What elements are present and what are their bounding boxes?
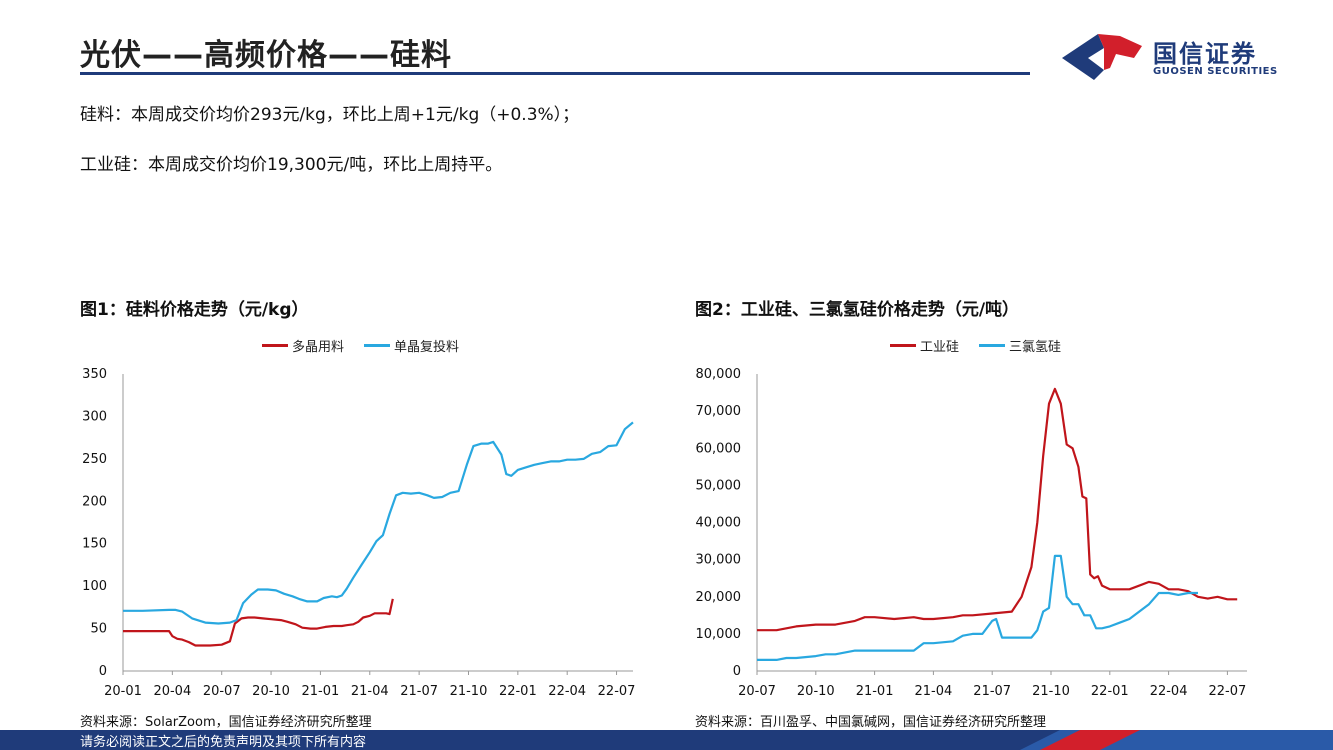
- chart1-title: 图1：硅料价格走势（元/kg）: [80, 300, 309, 320]
- page-title: 光伏——高频价格——硅料: [80, 38, 452, 73]
- chart1-y-tick-label: 150: [82, 537, 107, 552]
- chart1-x-tick-label: 21-07: [400, 684, 438, 699]
- chart2-x-tick-label: 20-10: [797, 684, 835, 699]
- chart1-x-tick-label: 20-07: [203, 684, 241, 699]
- logo-name-cn: 国信证券: [1153, 40, 1257, 68]
- chart1-y-tick-label: 200: [82, 494, 107, 509]
- chart1-y-tick-label: 300: [82, 409, 107, 424]
- footer-accent-icon: [1020, 730, 1333, 750]
- chart1-x-tick-label: 20-04: [153, 684, 191, 699]
- legend-item-mono: 单晶复投料: [364, 336, 459, 355]
- chart1-x-tick-label: 22-01: [499, 684, 537, 699]
- chart1-x-tick-label: 21-04: [351, 684, 389, 699]
- chart2-x-tick-label: 22-04: [1150, 684, 1188, 699]
- chart2-x-tick-label: 22-01: [1091, 684, 1129, 699]
- title-divider: [80, 72, 1030, 75]
- chart1-x-tick-label: 21-01: [302, 684, 340, 699]
- chart2-x-tick-label: 21-01: [856, 684, 894, 699]
- chart2-series-1-line: [757, 554, 1198, 661]
- chart2-y-tick-label: 40,000: [696, 516, 742, 531]
- chart1-y-tick-label: 50: [90, 622, 107, 637]
- chart2-y-tick-label: 80,000: [696, 367, 742, 382]
- chart2-y-tick-label: 0: [733, 664, 741, 679]
- chart2-x-tick-label: 21-07: [973, 684, 1011, 699]
- legend-item-poly: 多晶用料: [262, 336, 344, 355]
- chart1-x-tick-label: 22-07: [598, 684, 636, 699]
- chart2-y-tick-label: 60,000: [696, 441, 742, 456]
- summary-industrial-silicon: 工业硅：本周成交价均价19,300元/吨，环比上周持平。: [80, 155, 503, 175]
- chart1-y-tick-label: 350: [82, 367, 107, 382]
- legend-label-poly: 多晶用料: [292, 340, 345, 355]
- legend-label-tcs: 三氯氢硅: [1009, 340, 1062, 355]
- chart2-source: 资料来源：百川盈孚、中国氯碱网，国信证券经济研究所整理: [695, 715, 1047, 730]
- summary-polysilicon: 硅料：本周成交价均价293元/kg，环比上周+1元/kg（+0.3%）；: [80, 105, 580, 125]
- guosen-logo-icon: [1062, 34, 1142, 80]
- chart2-plot: 0 10,000 20,000 30,000 40,000 50,000 60,000 70,…: [696, 367, 1247, 699]
- chart1-plot: 0 50 100 150 200 250 300 350 20-01 20-04 20-07 20-1…: [82, 367, 636, 699]
- chart1-y-tick-label: 100: [82, 579, 107, 594]
- chart1-legend: 多晶用料 单晶复投料: [262, 336, 471, 355]
- chart1-x-tick-label: 21-10: [450, 684, 488, 699]
- chart1-source: 资料来源：SolarZoom，国信证券经济研究所整理: [80, 715, 372, 730]
- chart2-y-tick-label: 30,000: [696, 553, 742, 568]
- chart1-series-0-line: [123, 598, 394, 647]
- chart1-series-1-line: [123, 421, 634, 625]
- chart2-title: 图2：工业硅、三氯氢硅价格走势（元/吨）: [695, 300, 1020, 320]
- footer-bar: 请务必阅读正文之后的免责声明及其项下所有内容: [0, 730, 1333, 750]
- chart2-x-tick-label: 21-10: [1032, 684, 1070, 699]
- legend-item-tcs: 三氯氢硅: [979, 336, 1061, 355]
- chart1-y-tick-label: 0: [99, 664, 107, 679]
- logo-name-en: GUOSEN SECURITIES: [1153, 66, 1278, 77]
- chart2-legend: 工业硅 三氯氢硅: [890, 336, 1073, 355]
- chart2-x-tick-label: 22-07: [1209, 684, 1247, 699]
- chart2-y-tick-label: 20,000: [696, 590, 742, 605]
- legend-item-industrial-si: 工业硅: [890, 336, 959, 355]
- chart1-x-tick-label: 20-01: [104, 684, 142, 699]
- chart1-y-tick-label: 250: [82, 452, 107, 467]
- chart1-x-tick-label: 20-10: [252, 684, 290, 699]
- legend-label-industrial-si: 工业硅: [920, 340, 960, 355]
- legend-label-mono: 单晶复投料: [394, 340, 460, 355]
- chart2-x-tick-label: 21-04: [915, 684, 953, 699]
- chart2-y-tick-label: 50,000: [696, 478, 742, 493]
- chart2-y-tick-label: 10,000: [696, 627, 742, 642]
- chart2-series-0-line: [757, 387, 1238, 632]
- footer-disclaimer: 请务必阅读正文之后的免责声明及其项下所有内容: [80, 735, 367, 750]
- chart2-y-tick-label: 70,000: [696, 404, 742, 419]
- chart2-x-tick-label: 20-07: [738, 684, 776, 699]
- chart1-x-tick-label: 22-04: [548, 684, 586, 699]
